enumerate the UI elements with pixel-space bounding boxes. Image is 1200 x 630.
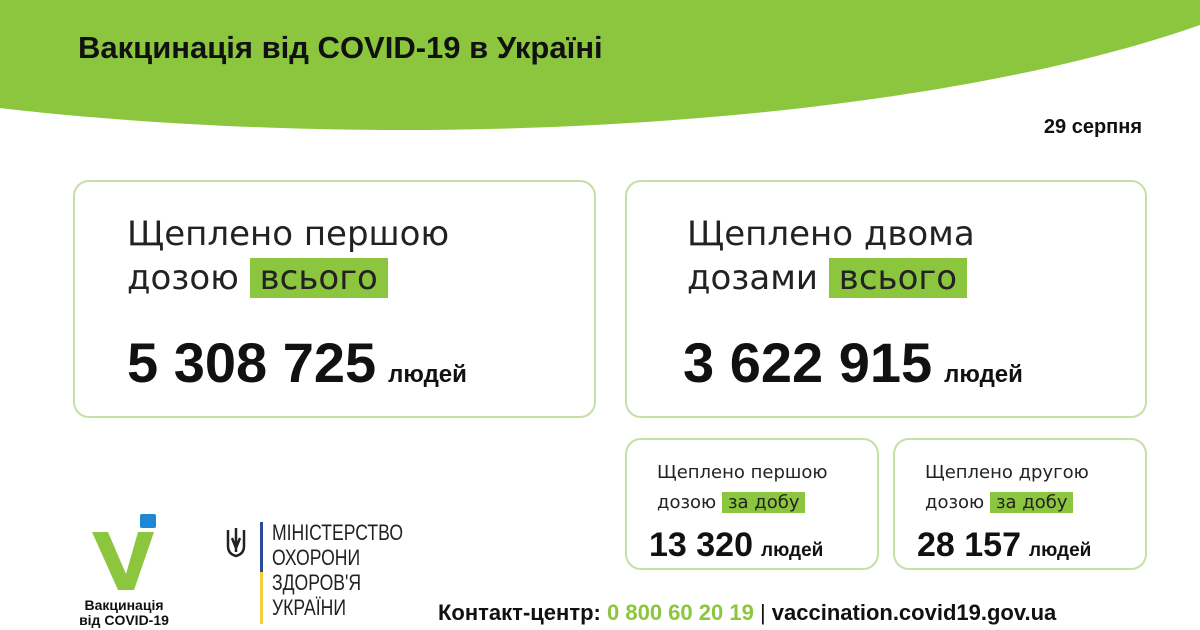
card-first-dose-total: Щеплено першою дозою всього 5 308 725 люд…: [73, 180, 596, 418]
separator: |: [759, 600, 766, 625]
highlight-badge: за добу: [989, 492, 1074, 513]
highlight-badge: всього: [828, 258, 968, 298]
card-label-line2: дозою за добу: [925, 488, 1089, 518]
card-two-doses-total: Щеплено двома дозами всього 3 622 915 люд…: [625, 180, 1147, 418]
card-label-line2: дозою за добу: [657, 488, 828, 518]
card-label-line1: Щеплено двома: [687, 214, 975, 254]
card-value: 3 622 915 людей: [683, 331, 1023, 394]
highlight-badge: за добу: [721, 492, 806, 513]
card-value: 13 320 людей: [649, 526, 824, 564]
date-label: 29 серпня: [1043, 116, 1142, 138]
card-value: 5 308 725 людей: [127, 331, 467, 394]
header-banner: [0, 0, 1200, 130]
website-link[interactable]: vaccination.covid19.gov.ua: [771, 600, 1057, 625]
card-label-line2: дозою всього: [127, 256, 449, 300]
card-label-line1: Щеплено першою: [657, 462, 828, 483]
contact-label: Контакт-центр:: [438, 600, 601, 625]
ministry-logo-text: МІНІСТЕРСТВО ОХОРОНИ ЗДОРОВ'Я УКРАЇНИ: [272, 520, 404, 620]
card-first-dose-daily: Щеплено першою дозою за добу 13 320 людей: [625, 438, 879, 570]
page-title: Вакцинація від COVID-19 в Україні: [78, 30, 603, 65]
vaccination-logo-icon: [92, 514, 156, 590]
card-label: Щеплено першою дозою за добу: [657, 458, 828, 518]
phone-link[interactable]: 0 800 60 20 19: [607, 600, 754, 625]
card-label: Щеплено двома дозами всього: [687, 212, 975, 300]
trident-icon: [226, 528, 246, 558]
card-label-line1: Щеплено першою: [127, 214, 450, 254]
card-label: Щеплено першою дозою всього: [127, 212, 449, 300]
flag-divider-yellow: [260, 572, 263, 624]
card-second-dose-daily: Щеплено другою дозою за добу 28 157 людей: [893, 438, 1147, 570]
vaccination-logo-caption: Вакцинація від COVID-19: [79, 597, 169, 628]
card-label: Щеплено другою дозою за добу: [925, 458, 1089, 518]
card-value: 28 157 людей: [917, 526, 1092, 564]
card-label-line2: дозами всього: [687, 256, 975, 300]
contact-footer: Контакт-центр: 0 800 60 20 19 | vaccinat…: [438, 600, 1056, 626]
highlight-badge: всього: [249, 258, 388, 298]
card-label-line1: Щеплено другою: [925, 462, 1089, 483]
flag-divider-blue: [260, 522, 263, 572]
